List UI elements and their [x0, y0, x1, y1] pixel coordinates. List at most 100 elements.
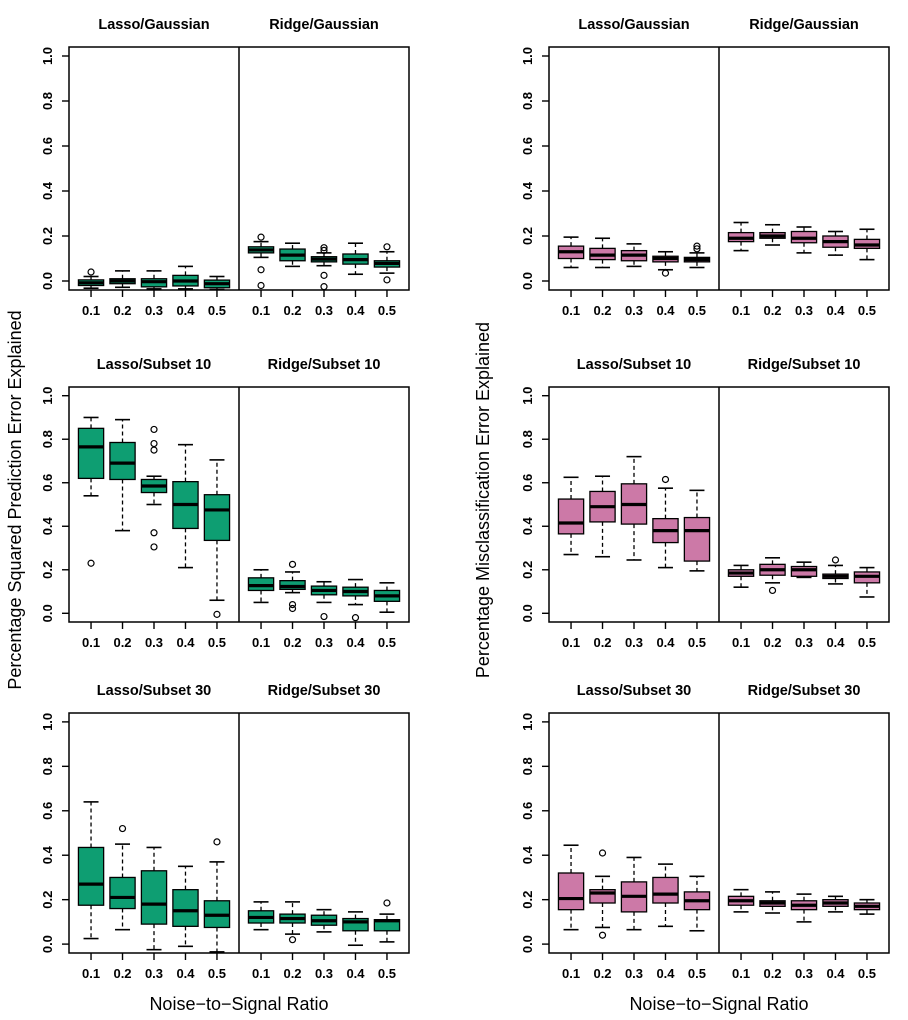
y-tick-label: 0.6: [40, 474, 55, 492]
x-tick-label: 0.1: [252, 635, 270, 650]
x-tick-label: 0.1: [252, 303, 270, 318]
iqr-box: [557, 872, 585, 911]
x-tick-label: 0.2: [763, 966, 781, 981]
outlier-point: [693, 245, 701, 253]
outlier-point: [320, 283, 328, 291]
outlier-point: [213, 610, 221, 618]
x-tick-label: 0.2: [763, 303, 781, 318]
outlier-point: [598, 931, 607, 939]
x-tick-label: 0.3: [315, 635, 333, 650]
x-tick-label: 0.3: [625, 303, 643, 318]
y-tick-label: 0.6: [520, 137, 535, 155]
x-tick-label: 0.4: [176, 635, 195, 650]
x-tick-label: 0.1: [732, 966, 750, 981]
y-tick-label: 0.8: [40, 757, 55, 775]
x-tick-label: 0.5: [858, 635, 876, 650]
x-tick-label: 0.3: [795, 635, 813, 650]
y-tick-label: 1.0: [40, 713, 55, 731]
outlier-point: [257, 233, 265, 241]
x-tick-label: 0.1: [732, 635, 750, 650]
x-tick-label: 0.5: [688, 635, 706, 650]
x-tick-label: 0.5: [858, 966, 876, 981]
y-tick-label: 0.0: [40, 935, 55, 953]
y-tick-label: 0.6: [520, 802, 535, 820]
x-tick-label: 0.1: [82, 966, 100, 981]
x-tick-label: 0.5: [378, 966, 396, 981]
x-tick-label: 0.5: [378, 303, 396, 318]
panel-border: [548, 712, 890, 954]
outlier-point: [288, 936, 297, 944]
outlier-point: [831, 556, 840, 564]
y-tick-label: 0.2: [40, 891, 55, 909]
iqr-box: [77, 846, 105, 906]
panel-border: [548, 386, 890, 623]
panel-border: [68, 712, 410, 954]
iqr-box: [109, 441, 136, 481]
outlier-point: [87, 559, 95, 567]
x-tick-label: 0.2: [113, 303, 131, 318]
outlier-point: [150, 446, 158, 454]
panel-title: Lasso/Subset 10: [577, 357, 691, 373]
y-tick-label: 0.8: [520, 92, 535, 110]
x-tick-label: 0.5: [688, 966, 706, 981]
x-tick-label: 0.2: [113, 635, 131, 650]
outlier-point: [257, 281, 265, 290]
x-tick-label: 0.3: [795, 303, 813, 318]
x-tick-label: 0.3: [315, 966, 333, 981]
iqr-box: [557, 498, 585, 535]
x-tick-label: 0.4: [826, 635, 845, 650]
x-tick-label: 0.4: [656, 635, 675, 650]
iqr-box: [790, 565, 818, 577]
outlier-point: [213, 838, 221, 846]
x-tick-label: 0.5: [378, 635, 396, 650]
outlier-point: [288, 560, 297, 568]
panel-title: Ridge/Gaussian: [269, 17, 379, 33]
y-tick-label: 0.6: [40, 137, 55, 155]
x-tick-label: 0.4: [176, 303, 195, 318]
outlier-point: [693, 242, 701, 250]
y-tick-label: 0.2: [520, 561, 535, 579]
outlier-point: [257, 266, 265, 274]
y-tick-label: 0.0: [40, 604, 55, 622]
x-tick-label: 0.2: [763, 635, 781, 650]
y-tick-label: 1.0: [40, 47, 55, 65]
y-tick-label: 0.2: [40, 227, 55, 245]
outlier-point: [383, 243, 391, 251]
x-tick-label: 0.3: [625, 966, 643, 981]
panel-title: Lasso/Subset 10: [97, 357, 211, 373]
panel-border: [68, 46, 410, 291]
y-tick-label: 1.0: [40, 387, 55, 405]
outlier-point: [768, 586, 777, 595]
outlier-point: [288, 600, 297, 609]
outlier-point: [150, 529, 158, 537]
x-tick-label: 0.3: [145, 966, 163, 981]
iqr-box: [109, 876, 136, 910]
y-tick-label: 0.4: [40, 845, 55, 864]
y-tick-label: 0.4: [40, 516, 55, 535]
y-tick-label: 0.2: [40, 561, 55, 579]
outlier-point: [320, 271, 328, 279]
iqr-box: [140, 870, 168, 925]
panel-title: Lasso/Subset 30: [577, 683, 691, 699]
outlier-point: [320, 612, 328, 621]
x-tick-label: 0.1: [562, 635, 580, 650]
x-tick-label: 0.3: [315, 303, 333, 318]
x-tick-label: 0.1: [82, 303, 100, 318]
panel-title: Ridge/Subset 30: [268, 683, 381, 699]
outlier-point: [320, 246, 328, 254]
y-tick-label: 0.8: [40, 430, 55, 448]
x-tick-label: 0.1: [562, 966, 580, 981]
y-tick-label: 0.8: [520, 757, 535, 775]
y-tick-label: 0.6: [40, 802, 55, 820]
outlier-point: [661, 269, 670, 277]
y-tick-label: 0.4: [520, 181, 535, 200]
iqr-box: [203, 494, 231, 542]
panel-title: Ridge/Subset 10: [268, 357, 381, 373]
iqr-box: [77, 427, 105, 480]
x-tick-label: 0.3: [145, 635, 163, 650]
outlier-point: [288, 604, 297, 613]
y-tick-label: 0.4: [40, 181, 55, 200]
x-tick-label: 0.2: [593, 635, 611, 650]
x-tick-label: 0.4: [826, 966, 845, 981]
